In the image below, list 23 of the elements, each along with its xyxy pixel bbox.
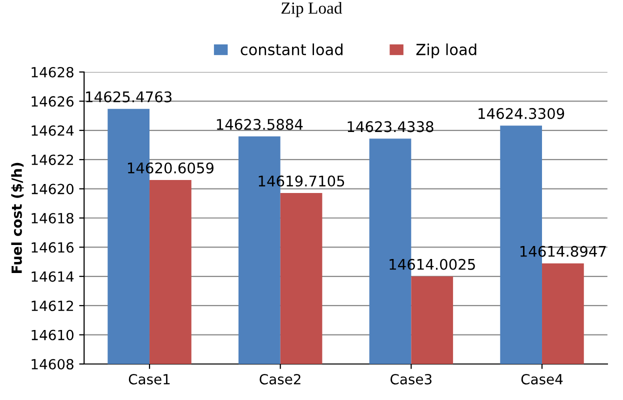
data-label: 14625.4763 — [86, 91, 172, 102]
y-tick-label: 14608 — [32, 358, 74, 370]
data-label: 14623.4338 — [348, 121, 434, 132]
y-tick-label: 14610 — [32, 330, 74, 340]
data-label: 14624.3309 — [478, 108, 564, 120]
legend-label: Zip load — [416, 43, 476, 58]
y-tick-label: 14616 — [32, 242, 74, 253]
y-tick-label: 14622 — [32, 154, 73, 166]
chart-title: Zip Load — [282, 2, 342, 18]
y-tick-label: 14628 — [32, 66, 74, 78]
data-label: 14623.5884 — [216, 118, 303, 130]
y-tick-label: 14618 — [32, 212, 74, 224]
x-tick-label: Case3 — [390, 374, 432, 384]
y-tick-label: 14626 — [32, 96, 74, 107]
y-axis-title: Fuel cost ($/h) — [11, 162, 24, 273]
legend-label: constant load — [240, 43, 342, 56]
y-tick-label: 14620 — [32, 184, 74, 194]
x-tick-label: Case2 — [260, 374, 300, 384]
y-tick-label: 14612 — [32, 300, 73, 312]
y-tick-label: 14624 — [32, 125, 74, 136]
y-tick-label: 14614 — [32, 271, 74, 282]
x-tick-label: Case1 — [128, 374, 170, 384]
x-tick-label: Case4 — [521, 374, 563, 384]
